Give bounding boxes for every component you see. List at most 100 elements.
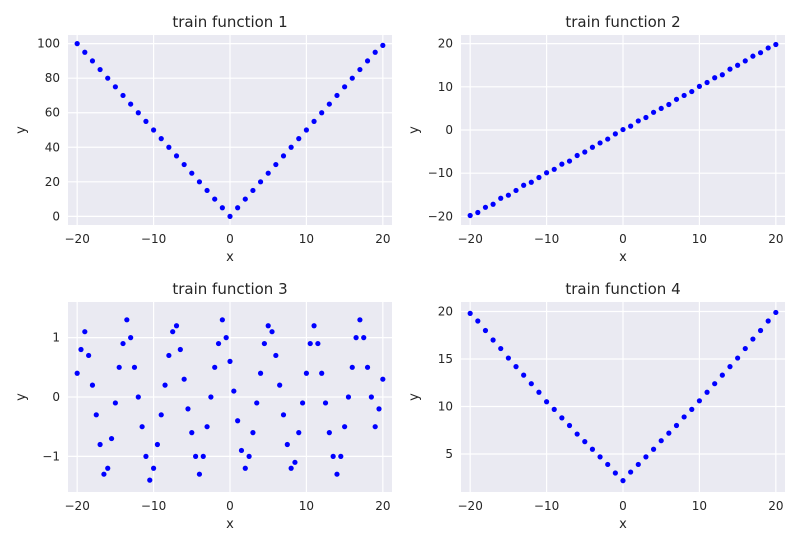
data-point (338, 453, 344, 459)
data-point (334, 92, 340, 99)
y-axis-label: y (407, 393, 422, 401)
data-point (605, 136, 611, 142)
x-axis-label: x (619, 517, 627, 532)
data-point (135, 110, 141, 116)
data-point (505, 355, 511, 361)
data-point (727, 66, 733, 72)
data-point (311, 118, 317, 124)
data-point (212, 364, 218, 370)
data-point (330, 453, 336, 459)
data-point (559, 161, 565, 167)
data-point (582, 439, 588, 445)
y-tick-label: −1 (42, 449, 60, 463)
data-point (742, 58, 748, 64)
data-point (143, 453, 149, 459)
data-point (689, 88, 695, 95)
y-tick-label: 0 (52, 209, 60, 223)
y-axis-label: y (407, 126, 422, 134)
data-point (261, 340, 267, 347)
data-point (673, 96, 680, 102)
x-tick-label: 10 (299, 232, 314, 246)
data-point (536, 174, 542, 181)
data-point (349, 364, 355, 370)
data-point (650, 109, 657, 115)
data-point (742, 345, 748, 352)
x-tick-label: −20 (458, 232, 483, 246)
y-tick-label: −10 (428, 166, 453, 180)
data-point (368, 394, 374, 400)
data-point (265, 323, 271, 329)
data-point (490, 337, 496, 343)
data-point (173, 323, 180, 329)
data-point (212, 196, 218, 202)
data-point (288, 465, 294, 471)
data-point (326, 430, 332, 436)
data-point (231, 388, 237, 394)
y-axis-label: y (14, 126, 29, 134)
data-point (543, 399, 550, 405)
data-point (177, 346, 183, 353)
data-point (681, 92, 687, 99)
x-tick-label: 0 (619, 232, 627, 246)
data-point (658, 105, 664, 112)
data-point (131, 364, 138, 370)
data-point (521, 372, 527, 378)
data-point (166, 144, 172, 150)
data-point (574, 431, 580, 437)
data-point (372, 424, 378, 430)
data-point (528, 381, 534, 387)
data-point (120, 92, 126, 99)
data-point (105, 75, 111, 81)
data-point (319, 370, 325, 376)
data-point (277, 382, 283, 388)
data-point (589, 446, 596, 452)
data-point (357, 317, 363, 323)
data-point (196, 179, 203, 185)
data-point (288, 144, 294, 150)
data-point (566, 422, 573, 429)
y-tick-label: 20 (438, 305, 453, 319)
data-point (208, 394, 214, 400)
data-point (735, 62, 741, 68)
data-point (380, 42, 386, 48)
x-tick-label: 20 (768, 232, 783, 246)
data-point (628, 469, 634, 475)
data-point (242, 196, 248, 202)
x-tick-label: 10 (692, 232, 707, 246)
data-point (269, 329, 275, 335)
data-point (342, 424, 348, 430)
scatter-series (74, 41, 386, 219)
data-point (89, 382, 96, 388)
x-tick-label: −10 (534, 232, 559, 246)
data-point (482, 327, 489, 334)
x-axis-label: x (226, 250, 234, 265)
y-tick-label: −20 (428, 209, 453, 223)
data-point (513, 364, 519, 370)
data-point (574, 152, 580, 159)
data-point (273, 352, 279, 359)
data-point (666, 430, 672, 436)
data-point (147, 477, 153, 483)
y-tick-label: 0 (445, 123, 453, 137)
data-point (689, 406, 695, 412)
data-point (380, 376, 386, 382)
data-point (254, 400, 260, 406)
data-point (349, 75, 355, 81)
data-point (143, 118, 149, 124)
data-point (482, 204, 489, 210)
y-tick-label: 10 (438, 400, 453, 414)
data-point (696, 398, 703, 404)
data-point (735, 355, 741, 361)
data-point (108, 435, 115, 442)
scatter-series (467, 309, 779, 484)
chart-title: train function 1 (172, 13, 287, 31)
data-point (719, 72, 725, 78)
data-point (128, 101, 134, 107)
data-point (296, 430, 302, 436)
data-point (74, 41, 80, 47)
y-tick-label: 20 (45, 175, 60, 189)
scatter-series (74, 317, 386, 483)
x-tick-label: 0 (619, 499, 627, 513)
